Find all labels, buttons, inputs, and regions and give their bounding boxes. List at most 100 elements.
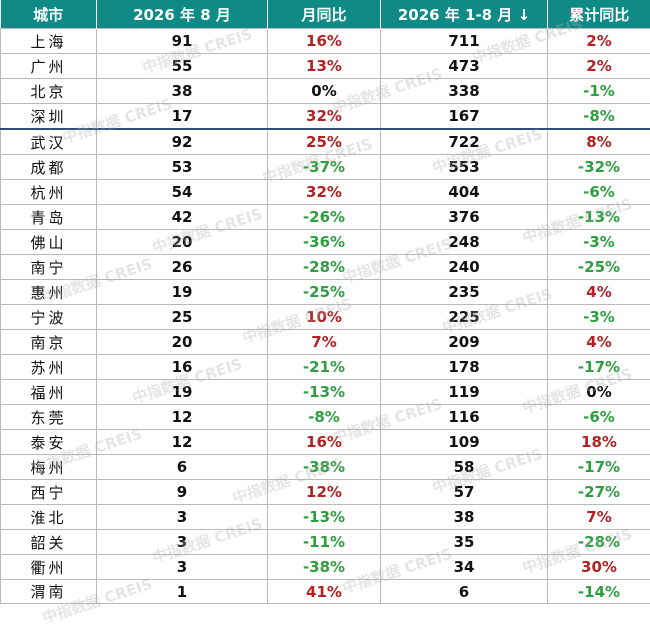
jan-aug-total-cell: 722	[381, 129, 548, 155]
city-cell: 衢州	[1, 555, 97, 580]
mom-change-cell: -38%	[268, 455, 381, 480]
mom-change-cell: -13%	[268, 380, 381, 405]
cum-yoy-cell: -27%	[548, 480, 650, 505]
cum-yoy-cell: 2%	[548, 29, 650, 54]
city-cell: 梅州	[1, 455, 97, 480]
aug-value-cell: 53	[97, 155, 268, 180]
cum-yoy-cell: -25%	[548, 255, 650, 280]
cum-yoy-cell: 2%	[548, 54, 650, 79]
mom-change-cell: 0%	[268, 79, 381, 104]
cum-yoy-cell: -6%	[548, 405, 650, 430]
city-cell: 西宁	[1, 480, 97, 505]
city-cell: 韶关	[1, 530, 97, 555]
cum-yoy-cell: -3%	[548, 230, 650, 255]
jan-aug-total-cell: 58	[381, 455, 548, 480]
city-cell: 惠州	[1, 280, 97, 305]
aug-value-cell: 19	[97, 380, 268, 405]
city-cell: 青岛	[1, 205, 97, 230]
cum-yoy-cell: 18%	[548, 430, 650, 455]
city-cell: 杭州	[1, 180, 97, 205]
jan-aug-total-cell: 209	[381, 330, 548, 355]
header-mom: 月同比	[268, 0, 381, 29]
city-cell: 武汉	[1, 129, 97, 155]
mom-change-cell: -37%	[268, 155, 381, 180]
cum-yoy-cell: -17%	[548, 355, 650, 380]
jan-aug-total-cell: 38	[381, 505, 548, 530]
mom-change-cell: 13%	[268, 54, 381, 79]
mom-change-cell: -11%	[268, 530, 381, 555]
table-header-row: 城市 2026 年 8 月 月同比 2026 年 1-8 月 ↓ 累计同比	[1, 0, 650, 29]
city-cell: 苏州	[1, 355, 97, 380]
aug-value-cell: 38	[97, 79, 268, 104]
cum-yoy-cell: -32%	[548, 155, 650, 180]
aug-value-cell: 3	[97, 530, 268, 555]
jan-aug-total-cell: 240	[381, 255, 548, 280]
cum-yoy-cell: 4%	[548, 330, 650, 355]
city-cell: 渭南	[1, 580, 97, 604]
city-cell: 广州	[1, 54, 97, 79]
aug-value-cell: 42	[97, 205, 268, 230]
mom-change-cell: -36%	[268, 230, 381, 255]
jan-aug-total-cell: 119	[381, 380, 548, 405]
aug-value-cell: 92	[97, 129, 268, 155]
aug-value-cell: 54	[97, 180, 268, 205]
cum-yoy-cell: -8%	[548, 104, 650, 130]
mom-change-cell: 32%	[268, 180, 381, 205]
mom-change-cell: 12%	[268, 480, 381, 505]
jan-aug-total-cell: 235	[381, 280, 548, 305]
aug-value-cell: 17	[97, 104, 268, 130]
mom-change-cell: 7%	[268, 330, 381, 355]
city-cell: 上海	[1, 29, 97, 54]
jan-aug-total-cell: 6	[381, 580, 548, 604]
aug-value-cell: 16	[97, 355, 268, 380]
cum-yoy-cell: -17%	[548, 455, 650, 480]
city-cell: 北京	[1, 79, 97, 104]
city-cell: 东莞	[1, 405, 97, 430]
jan-aug-total-cell: 711	[381, 29, 548, 54]
aug-value-cell: 9	[97, 480, 268, 505]
cum-yoy-cell: 4%	[548, 280, 650, 305]
cum-yoy-cell: -6%	[548, 180, 650, 205]
city-cell: 泰安	[1, 430, 97, 455]
mom-change-cell: -13%	[268, 505, 381, 530]
city-cell: 淮北	[1, 505, 97, 530]
aug-value-cell: 91	[97, 29, 268, 54]
mom-change-cell: 16%	[268, 29, 381, 54]
cum-yoy-cell: -14%	[548, 580, 650, 604]
jan-aug-total-cell: 178	[381, 355, 548, 380]
jan-aug-total-cell: 248	[381, 230, 548, 255]
jan-aug-total-cell: 338	[381, 79, 548, 104]
cum-yoy-cell: -3%	[548, 305, 650, 330]
jan-aug-total-cell: 109	[381, 430, 548, 455]
mom-change-cell: 10%	[268, 305, 381, 330]
aug-value-cell: 20	[97, 330, 268, 355]
mom-change-cell: 16%	[268, 430, 381, 455]
aug-value-cell: 1	[97, 580, 268, 604]
jan-aug-total-cell: 35	[381, 530, 548, 555]
mom-change-cell: -28%	[268, 255, 381, 280]
sort-down-icon[interactable]: ↓	[518, 6, 531, 24]
city-cell: 南宁	[1, 255, 97, 280]
header-aug-2026: 2026 年 8 月	[97, 0, 268, 29]
mom-change-cell: 32%	[268, 104, 381, 130]
jan-aug-total-cell: 225	[381, 305, 548, 330]
header-jan-aug-2026[interactable]: 2026 年 1-8 月 ↓	[381, 0, 548, 29]
